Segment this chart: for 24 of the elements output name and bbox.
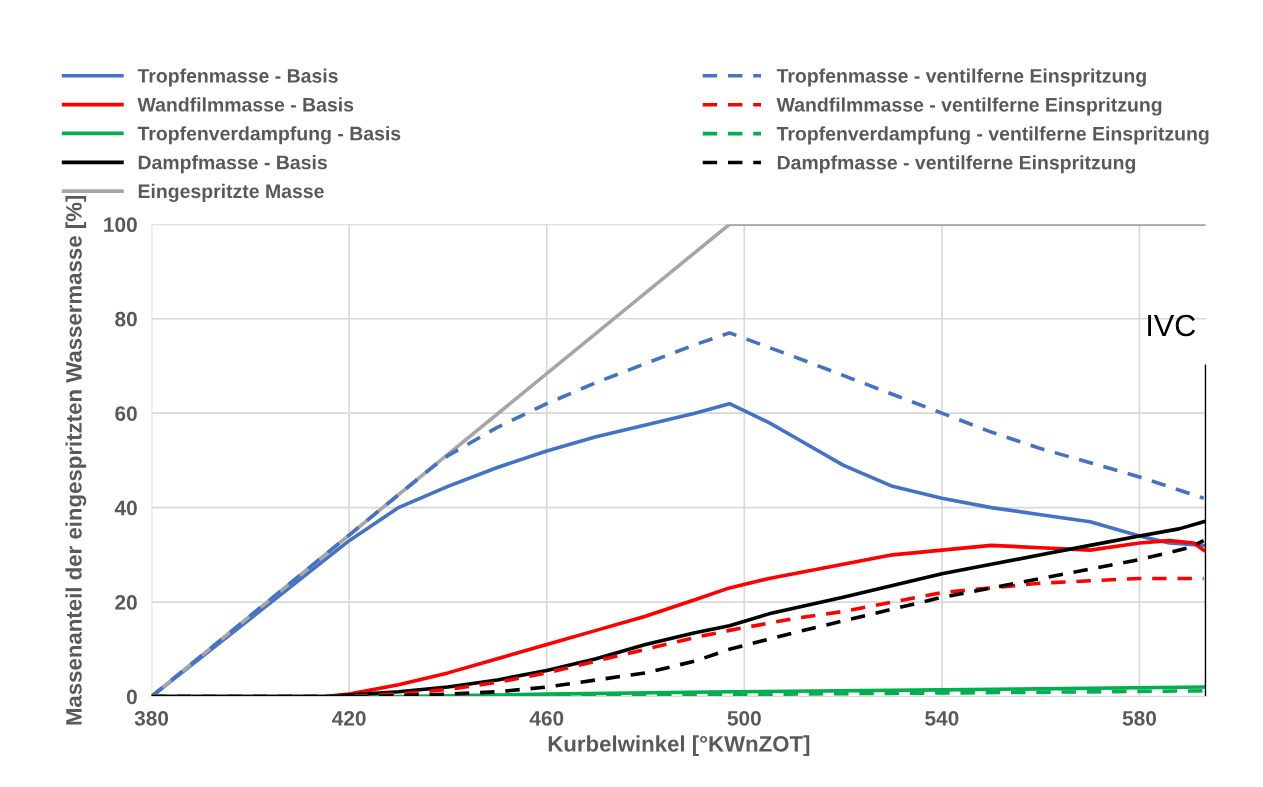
x-tick-label: 500 [727,710,761,726]
legend-label: Tropfenverdampfung - ventilferne Einspritzung [776,126,1209,145]
y-tick-label: 100 [104,217,137,233]
y-tick-label: 80 [115,311,137,327]
x-axis-title: Kurbelwinkel [°KWnZOT] [548,735,810,757]
x-tick-label: 540 [925,710,959,726]
y-tick-label: 60 [115,406,137,421]
x-tick-label: 580 [1122,710,1157,726]
x-tick-label: 460 [529,710,564,726]
x-tick-label: 420 [332,710,366,726]
legend-label: Tropfenmasse - Basis [137,68,338,87]
y-tick-label: 0 [126,689,137,705]
x-tick-label: 380 [134,710,169,726]
legend-label: Tropfenmasse - ventilferne Einspritzung [776,68,1146,87]
legend-label: Dampfmasse - Basis [138,155,327,174]
y-axis-title: Massenanteil der eingespritzten Wassermasse [%] [65,195,87,725]
y-tick-label: 40 [114,500,137,516]
legend-label: Eingespritzte Masse [138,183,324,203]
legend-label: Wandfilmmasse - ventilferne Einspritzung [776,97,1162,116]
legend-label: Dampfmasse - ventilferne Einspritzung [777,155,1136,174]
ref-line-label: IVC [1148,314,1196,337]
legend-label: Wandfilmmasse - Basis [137,97,354,112]
legend-label: Tropfenverdampfung - Basis [137,126,401,145]
y-tick-label: 20 [115,595,137,610]
